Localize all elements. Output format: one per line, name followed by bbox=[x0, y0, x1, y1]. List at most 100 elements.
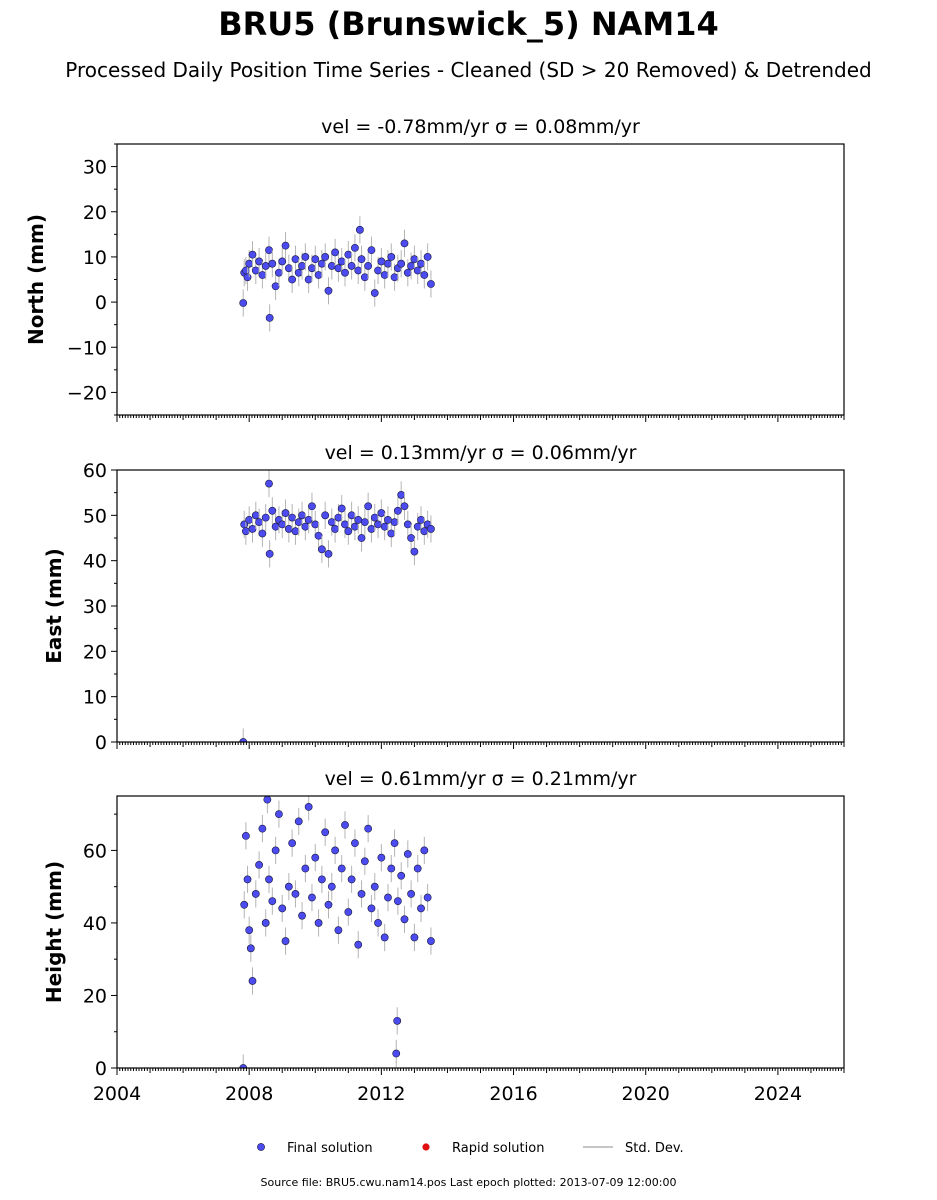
x-tick-label: 2020 bbox=[622, 1083, 670, 1105]
data-point bbox=[413, 522, 422, 531]
data-point bbox=[298, 511, 306, 520]
data-point bbox=[308, 502, 316, 511]
data-point bbox=[261, 513, 270, 522]
data-point bbox=[314, 271, 323, 279]
data-point bbox=[288, 275, 297, 284]
data-point bbox=[251, 890, 260, 898]
panel-title: vel = -0.78mm/yr σ = 0.08mm/yr bbox=[321, 116, 640, 138]
data-point bbox=[410, 933, 419, 942]
legend-final-label: Final solution bbox=[287, 1141, 373, 1156]
x-tick-label: 2008 bbox=[225, 1083, 273, 1105]
data-point bbox=[241, 527, 250, 536]
data-point bbox=[377, 509, 386, 517]
y-tick-label: 0 bbox=[95, 1058, 107, 1080]
legend-rapid-marker bbox=[422, 1143, 430, 1151]
panel-2: 0 10 20 30 40 50 60 vel = 0.13mm/yr σ = 0.06mm/… bbox=[42, 442, 845, 754]
data-point bbox=[407, 534, 416, 542]
data-point bbox=[288, 513, 297, 522]
data-point bbox=[337, 257, 346, 266]
data-point bbox=[354, 266, 363, 275]
y-tick-label: 10 bbox=[83, 687, 107, 709]
data-point bbox=[397, 259, 406, 268]
data-point bbox=[265, 246, 273, 255]
y-tick-label: 20 bbox=[83, 202, 107, 224]
data-point bbox=[251, 511, 260, 520]
data-point bbox=[387, 864, 396, 873]
data-point bbox=[324, 286, 333, 295]
data-point bbox=[301, 864, 310, 873]
data-point bbox=[321, 828, 330, 837]
data-point bbox=[351, 243, 359, 252]
y-tick-label: −20 bbox=[67, 382, 107, 404]
data-point bbox=[413, 266, 422, 275]
data-point bbox=[265, 875, 273, 884]
data-point bbox=[410, 255, 419, 264]
data-point bbox=[258, 824, 267, 833]
data-point bbox=[243, 875, 252, 884]
data-point bbox=[360, 273, 369, 282]
data-point bbox=[271, 522, 280, 531]
data-point bbox=[265, 549, 274, 558]
data-point bbox=[357, 534, 366, 542]
y-tick-label: 20 bbox=[83, 641, 107, 663]
data-point bbox=[291, 527, 300, 536]
x-tick-label: 2012 bbox=[357, 1083, 405, 1105]
data-point bbox=[291, 255, 300, 264]
data-point bbox=[311, 520, 320, 529]
data-point bbox=[417, 904, 425, 913]
y-tick-label: −10 bbox=[67, 337, 107, 359]
data-point bbox=[393, 1016, 402, 1025]
data-layer bbox=[239, 470, 435, 742]
data-point bbox=[334, 926, 343, 935]
data-point bbox=[374, 520, 382, 529]
data-point bbox=[263, 796, 272, 804]
data-point bbox=[344, 250, 353, 259]
data-point bbox=[364, 824, 373, 833]
data-point bbox=[314, 919, 323, 927]
data-point bbox=[278, 257, 287, 266]
data-point bbox=[248, 525, 257, 533]
data-point bbox=[357, 255, 366, 264]
data-point bbox=[423, 253, 432, 261]
data-point bbox=[275, 810, 283, 819]
plot-frame bbox=[116, 469, 845, 743]
data-point bbox=[304, 515, 313, 524]
data-point bbox=[308, 893, 316, 902]
data-point bbox=[380, 933, 389, 942]
data-point bbox=[377, 257, 386, 266]
y-tick-label: 0 bbox=[95, 732, 107, 754]
data-point bbox=[420, 846, 429, 855]
data-point bbox=[380, 522, 389, 531]
plot-frame bbox=[116, 143, 845, 416]
data-point bbox=[251, 266, 260, 275]
data-point bbox=[347, 511, 356, 520]
data-point bbox=[337, 864, 346, 873]
x-tick-label: 2024 bbox=[754, 1083, 802, 1105]
data-point bbox=[317, 259, 326, 268]
y-axis-label: Height (mm) bbox=[42, 861, 66, 1003]
y-tick-label: 60 bbox=[83, 840, 107, 862]
data-point bbox=[324, 549, 333, 558]
data-point bbox=[413, 864, 422, 873]
panel-title: vel = 0.61mm/yr σ = 0.21mm/yr bbox=[325, 768, 637, 790]
data-point bbox=[304, 275, 313, 284]
y-tick-label: 60 bbox=[83, 460, 107, 482]
data-point bbox=[351, 522, 359, 531]
x-tick-label: 2016 bbox=[489, 1083, 537, 1105]
data-point bbox=[281, 937, 290, 945]
data-point bbox=[351, 839, 359, 848]
y-axis-label: East (mm) bbox=[42, 548, 66, 664]
data-point bbox=[239, 1064, 248, 1068]
data-point bbox=[258, 271, 267, 279]
data-point bbox=[327, 518, 336, 527]
data-point bbox=[384, 893, 392, 902]
data-point bbox=[271, 846, 280, 855]
data-point bbox=[384, 259, 392, 268]
panel-1: −20 −10 0 10 20 30 vel = -0.78mm/yr σ = 0.08mm… bbox=[24, 116, 845, 422]
data-point bbox=[248, 250, 257, 259]
data-point bbox=[304, 802, 313, 811]
data-point bbox=[347, 262, 356, 270]
data-point bbox=[403, 268, 412, 277]
data-point bbox=[255, 257, 263, 266]
data-point bbox=[240, 900, 249, 909]
